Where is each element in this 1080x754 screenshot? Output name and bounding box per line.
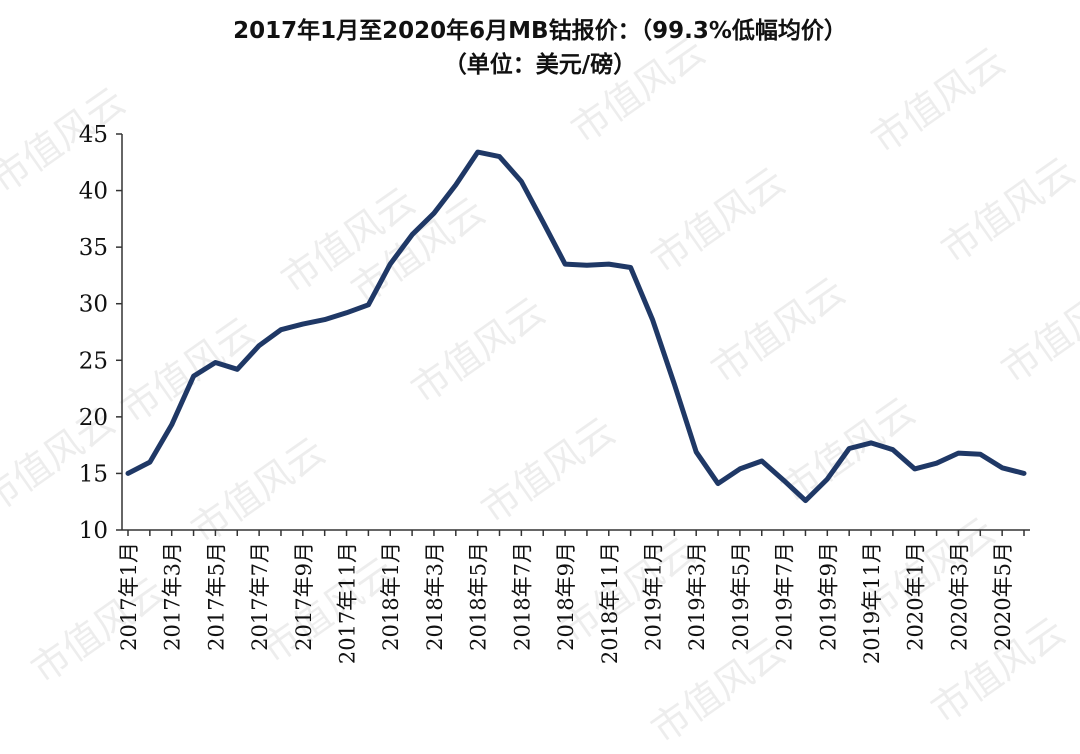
x-tick-label: 2018年5月 xyxy=(467,542,491,651)
x-tick-label: 2017年5月 xyxy=(204,542,228,651)
x-tick-label: 2019年11月 xyxy=(860,542,884,664)
x-tick-label: 2018年9月 xyxy=(554,542,578,651)
x-tick-label: 2020年1月 xyxy=(904,542,928,651)
x-tick-label: 2017年9月 xyxy=(292,542,316,651)
y-tick-label: 35 xyxy=(79,235,108,261)
x-tick-label: 2019年3月 xyxy=(685,542,709,651)
y-tick-label: 15 xyxy=(79,461,108,487)
series-line xyxy=(125,149,1027,504)
x-tick-label: 2019年7月 xyxy=(773,542,797,651)
x-tick-label: 2017年11月 xyxy=(336,542,360,664)
y-tick-labels: 10 15 20 25 30 35 40 45 xyxy=(79,122,108,544)
chart-title: 2017年1月至2020年6月MB钴报价：（99.3%低幅均价） xyxy=(233,18,847,44)
x-tick-label: 2017年3月 xyxy=(161,542,185,651)
x-tick-label: 2020年3月 xyxy=(947,542,971,651)
y-tick-label: 20 xyxy=(79,405,108,431)
x-tick-label: 2020年5月 xyxy=(991,542,1015,651)
y-tick-label: 30 xyxy=(79,292,108,318)
x-tick-labels: 2017年1月 2017年3月 2017年5月 2017年7月 2017年9月 2017年… xyxy=(117,542,1015,664)
chart-axes xyxy=(116,133,1030,536)
x-tick-label: 2018年11月 xyxy=(598,542,622,664)
y-tick-label: 25 xyxy=(79,348,108,374)
x-tick-label: 2019年9月 xyxy=(816,542,840,651)
x-tick-label: 2017年7月 xyxy=(248,542,272,651)
chart-title-block: 2017年1月至2020年6月MB钴报价：（99.3%低幅均价） （单位：美元/… xyxy=(0,14,1080,82)
x-tick-label: 2018年1月 xyxy=(379,542,403,651)
y-tick-label: 10 xyxy=(79,518,108,544)
chart-subtitle: （单位：美元/磅） xyxy=(443,52,637,78)
y-tick-label: 45 xyxy=(79,122,108,148)
x-tick-label: 2017年1月 xyxy=(117,542,141,651)
x-tick-label: 2018年7月 xyxy=(510,542,534,651)
x-tick-label: 2019年5月 xyxy=(729,542,753,651)
y-tick-label: 40 xyxy=(79,179,108,205)
x-tick-label: 2018年3月 xyxy=(423,542,447,651)
x-tick-label: 2019年1月 xyxy=(641,542,665,651)
